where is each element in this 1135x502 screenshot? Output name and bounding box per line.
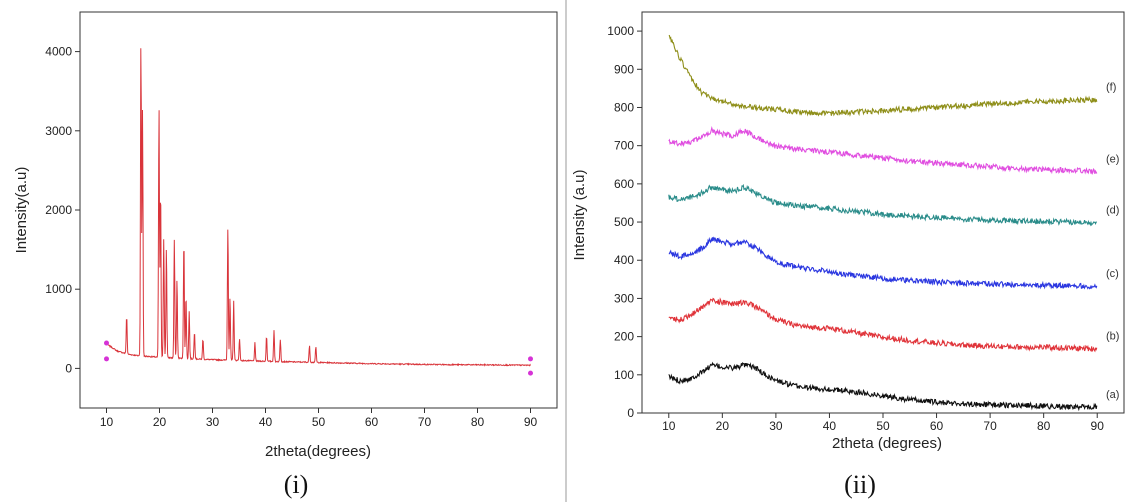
chart-ii-panel-label: (ii) <box>844 470 876 499</box>
chart-ii-plot <box>668 34 1098 412</box>
series-label-c: (c) <box>1106 268 1119 280</box>
y-tick-label: 4000 <box>45 45 72 59</box>
endpoint-marker <box>528 356 533 362</box>
series-label-b: (b) <box>1106 330 1119 342</box>
endpoint-marker <box>104 356 109 362</box>
chart-i-y-axis-label: Intensity(a.u) <box>13 167 30 254</box>
y-tick-label: 600 <box>614 177 634 191</box>
series-label-a: (a) <box>1106 389 1119 401</box>
y-tick-label: 900 <box>614 62 634 76</box>
endpoint-marker <box>104 340 109 346</box>
y-tick-label: 100 <box>614 368 634 382</box>
x-tick-label: 30 <box>769 419 783 433</box>
series-label-d: (d) <box>1106 204 1119 216</box>
x-tick-label: 30 <box>206 415 220 429</box>
chart-i-plot <box>104 48 533 376</box>
y-tick-label: 0 <box>65 361 72 375</box>
x-tick-label: 20 <box>716 419 730 433</box>
chart-i-x-ticks: 10 20 30 40 50 60 70 80 90 <box>100 408 538 429</box>
x-tick-label: 90 <box>1091 419 1105 433</box>
series-line-d <box>668 183 1097 227</box>
x-tick-label: 50 <box>876 419 890 433</box>
x-tick-label: 50 <box>312 415 326 429</box>
y-tick-label: 800 <box>614 100 634 114</box>
endpoint-marker <box>528 370 533 376</box>
x-tick-label: 90 <box>524 415 538 429</box>
chart-ii-x-axis-label: 2theta (degrees) <box>832 435 942 452</box>
y-tick-label: 700 <box>614 139 634 153</box>
chart-ii-series-labels: (a) (b) (c) (d) (e) (f) <box>1106 81 1119 400</box>
series-line-e <box>668 125 1098 176</box>
spectrum-line <box>106 48 531 367</box>
series-line-f <box>668 34 1098 117</box>
x-tick-label: 70 <box>983 419 997 433</box>
y-tick-label: 2000 <box>45 203 72 217</box>
y-tick-label: 1000 <box>45 282 72 296</box>
x-tick-label: 70 <box>418 415 432 429</box>
chart-ii-x-ticks: 10 20 30 40 50 60 70 80 90 <box>662 413 1104 433</box>
x-tick-label: 20 <box>153 415 167 429</box>
chart-i: 10 20 30 40 50 60 70 80 90 0 1000 2000 3000 4000 2th… <box>13 11 558 499</box>
x-tick-label: 60 <box>930 419 944 433</box>
chart-i-x-axis-label: 2theta(degrees) <box>265 443 371 460</box>
x-tick-label: 10 <box>662 419 676 433</box>
y-tick-label: 0 <box>627 406 634 420</box>
y-tick-label: 200 <box>614 330 634 344</box>
chart-ii-y-axis-label: Intensity (a.u) <box>571 170 588 261</box>
x-tick-label: 60 <box>365 415 379 429</box>
x-tick-label: 40 <box>259 415 273 429</box>
y-tick-label: 300 <box>614 291 634 305</box>
chart-i-y-ticks: 0 1000 2000 3000 4000 <box>45 45 80 375</box>
chart-ii-y-ticks: 0 100 200 300 400 500 600 700 800 900 1000 <box>607 24 642 420</box>
x-tick-label: 40 <box>823 419 837 433</box>
series-line-b <box>668 297 1098 353</box>
x-tick-label: 80 <box>471 415 485 429</box>
chart-i-panel-label: (i) <box>284 470 309 499</box>
chart-ii: 10 20 30 40 50 60 70 80 90 0 100 200 300 400 500 600 70… <box>571 11 1125 499</box>
x-tick-label: 80 <box>1037 419 1051 433</box>
series-line-c <box>668 236 1098 290</box>
x-tick-label: 10 <box>100 415 114 429</box>
y-tick-label: 1000 <box>607 24 634 38</box>
chart-i-frame <box>79 11 558 409</box>
y-tick-label: 400 <box>614 253 634 267</box>
y-tick-label: 500 <box>614 215 634 229</box>
series-label-f: (f) <box>1106 81 1116 93</box>
y-tick-label: 3000 <box>45 124 72 138</box>
series-line-a <box>668 361 1098 412</box>
series-label-e: (e) <box>1106 153 1119 165</box>
